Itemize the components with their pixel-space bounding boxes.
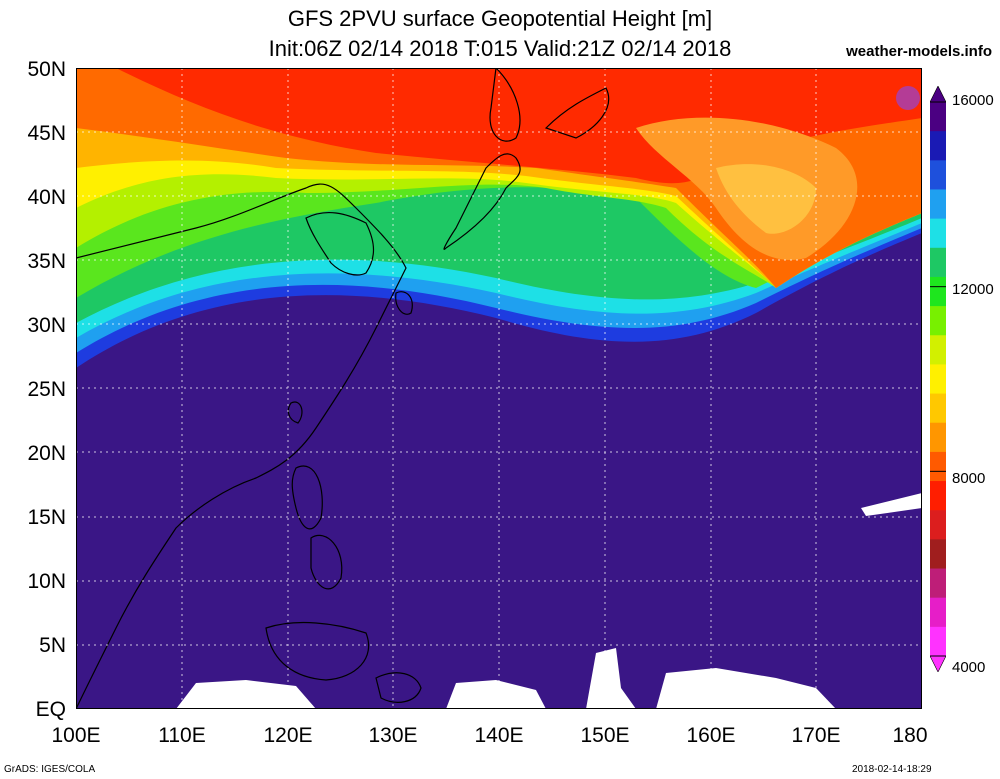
lon-label-130e: 130E — [368, 724, 418, 747]
colorbar-segment — [930, 626, 946, 657]
map-title: GFS 2PVU surface Geopotential Height [m] — [287, 6, 713, 31]
footer-grads: GrADS: IGES/COLA — [4, 764, 96, 775]
colorbar-segment — [930, 393, 946, 424]
lat-label-50n: 50N — [27, 58, 66, 81]
lon-label-160e: 160E — [686, 724, 736, 747]
colorbar-segment — [930, 597, 946, 628]
lon-label-120e: 120E — [263, 724, 313, 747]
lat-label-15n: 15N — [27, 506, 66, 529]
lat-label-eq: EQ — [35, 698, 66, 721]
colorbar-bottom-arrow — [930, 655, 946, 672]
lat-label-20n: 20N — [27, 442, 66, 465]
lat-label-30n: 30N — [27, 314, 66, 337]
colorbar-segment — [930, 160, 946, 190]
colorbar-segment — [930, 422, 946, 453]
map-subtitle: Init:06Z 02/14 2018 T:015 Valid:21Z 02/1… — [268, 36, 732, 61]
colorbar-segment — [930, 306, 946, 336]
colorbar-segment — [930, 276, 946, 307]
colorbar-segment — [930, 102, 946, 132]
footer-timestamp: 2018-02-14-18:29 — [852, 764, 932, 775]
map-field — [76, 68, 922, 709]
lon-label-170e: 170E — [791, 724, 841, 747]
colorbar-segment — [930, 510, 946, 540]
lon-label-110e: 110E — [158, 724, 206, 747]
colorbar-segment — [930, 335, 946, 365]
colorbar-segment — [930, 451, 946, 482]
colorbar-segment — [930, 568, 946, 599]
lat-label-10n: 10N — [27, 570, 66, 593]
colorbar-label-12000: 12000 — [952, 281, 994, 298]
colorbar-label-16000: 16000 — [952, 92, 994, 109]
colorbar-segment — [930, 218, 946, 249]
credit-label: weather-models.info — [846, 43, 992, 60]
lon-label-150e: 150E — [580, 724, 630, 747]
colorbar-segment — [930, 364, 946, 395]
colorbar — [930, 86, 946, 672]
lon-label-140e: 140E — [474, 724, 524, 747]
lat-label-25n: 25N — [27, 378, 66, 401]
lon-label-100e: 100E — [51, 724, 101, 747]
lon-label-180: 180 — [892, 724, 928, 747]
colorbar-top-arrow — [930, 86, 946, 103]
colorbar-segment — [930, 131, 946, 161]
lat-label-35n: 35N — [27, 250, 66, 273]
colorbar-segment — [930, 539, 946, 570]
lat-label-5n: 5N — [39, 634, 66, 657]
colorbar-segment — [930, 481, 946, 511]
lat-label-45n: 45N — [27, 122, 66, 145]
colorbar-segment — [930, 247, 946, 278]
colorbar-label-4000: 4000 — [952, 659, 986, 676]
colorbar-label-8000: 8000 — [952, 470, 986, 487]
geopotential-map — [76, 68, 922, 709]
lat-label-40n: 40N — [27, 186, 66, 209]
colorbar-segment — [930, 189, 946, 220]
